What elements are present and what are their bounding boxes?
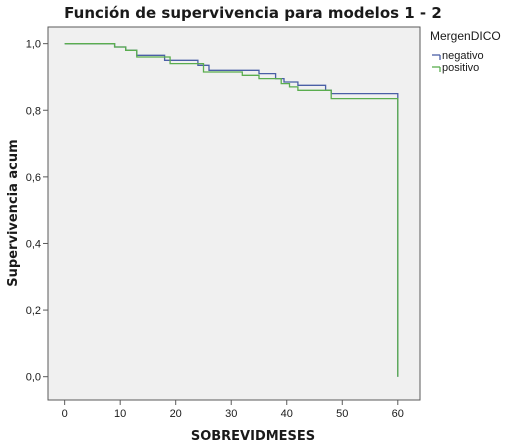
series-line-positivo (64, 43, 399, 377)
y-tick-label: 0,8 (26, 105, 41, 117)
y-tick-label: 1,0 (26, 39, 41, 51)
series-layer (64, 43, 399, 377)
plot-area (47, 26, 421, 401)
legend-title: MergenDICO (430, 29, 501, 43)
x-axis-label: SOBREVIDMESES (191, 429, 315, 444)
y-tick-label: 0,0 (26, 372, 41, 384)
y-tick-label: 0,2 (26, 305, 41, 317)
y-axis: 0,0 0,2 0,4 0,6 0,8 1,0 (26, 39, 48, 384)
x-tick-label: 40 (281, 408, 293, 420)
y-tick-label: 0,4 (26, 238, 41, 250)
x-tick-label: 60 (392, 408, 404, 420)
y-tick-label: 0,6 (26, 172, 41, 184)
legend-label-negativo: negativo (442, 50, 484, 62)
x-tick-label: 30 (225, 408, 237, 420)
chart-title: Función de supervivencia para modelos 1 … (64, 4, 442, 22)
x-tick-label: 0 (62, 408, 68, 420)
x-tick-label: 50 (336, 408, 348, 420)
x-tick-label: 20 (170, 408, 182, 420)
x-tick-label: 10 (114, 408, 126, 420)
legend-label-positivo: positivo (442, 62, 479, 74)
x-axis: 0 10 20 30 40 50 60 (62, 400, 404, 420)
y-axis-label: Supervivencia acum (6, 139, 21, 286)
